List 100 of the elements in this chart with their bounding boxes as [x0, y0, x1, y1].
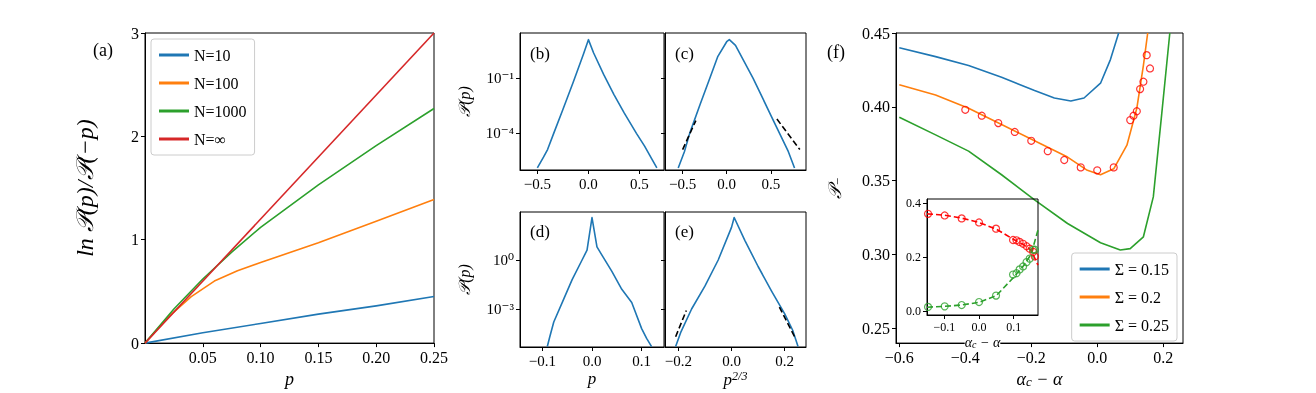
x-tick-label: 0.10	[246, 348, 275, 366]
y-tick-label: 3	[131, 24, 139, 42]
point	[1142, 51, 1151, 60]
y-axis-title: 𝒫(p)	[455, 264, 474, 295]
x-axis-title: αc − α	[964, 334, 1001, 350]
y-tick-label: 0.4	[906, 196, 921, 211]
chart-title: (a)	[93, 40, 113, 61]
x-tick-label: 0.2	[775, 352, 795, 369]
point	[1043, 147, 1052, 156]
text: (e)	[675, 222, 694, 241]
x-tick-label: 0.1	[1006, 320, 1022, 334]
y-axis-title: ln 𝒫(p)/𝒫(−p)	[72, 119, 98, 257]
legend-label: N=1000	[194, 102, 247, 120]
text: (b)	[530, 44, 550, 63]
point	[1025, 254, 1034, 263]
y-axis-title: 𝒫−	[825, 177, 845, 199]
x-tick-label: −0.1	[528, 352, 556, 369]
point	[1012, 236, 1021, 245]
x-tick-label: 0.15	[304, 348, 333, 366]
legend-label: Σ = 0.15	[1114, 260, 1170, 278]
point	[1022, 242, 1031, 251]
y-tick-label: 2	[131, 127, 139, 145]
x-tick-label: −0.1	[933, 320, 956, 334]
line-series	[898, 32, 1149, 176]
point	[1145, 64, 1155, 73]
x-tick-label: 0.0	[582, 352, 602, 369]
point	[994, 118, 1003, 128]
x-tick-label: −0.6	[884, 348, 914, 366]
text: (d)	[530, 222, 550, 241]
x-axis-title: p	[283, 369, 294, 389]
y-tick-label: 0.2	[906, 250, 921, 264]
point	[991, 224, 1001, 233]
point	[974, 218, 984, 227]
point	[1129, 111, 1138, 120]
x-tick-label: −0.5	[523, 175, 551, 192]
point	[1027, 136, 1036, 145]
x-tick-label: −0.2	[1016, 348, 1046, 366]
legend-label: N=100	[194, 74, 239, 92]
point	[940, 302, 949, 311]
x-tick-label: 0.0	[722, 352, 741, 369]
text: (c)	[675, 44, 694, 63]
x-tick-label: 0.5	[761, 175, 781, 192]
line-series	[898, 32, 1171, 251]
x-tick-label: 0.2	[1153, 348, 1174, 366]
point	[1025, 244, 1034, 253]
x-tick-label: 0.5	[630, 175, 649, 192]
point	[1030, 252, 1039, 261]
x-tick-label: −0.2	[664, 352, 692, 369]
x-axis-title: p	[586, 369, 597, 388]
y-tick-label: 10⁰	[492, 252, 514, 268]
y-tick-label: 1	[131, 231, 139, 249]
point	[961, 105, 970, 114]
point	[1018, 262, 1028, 271]
point	[1136, 85, 1145, 94]
x-tick-label: 0.1	[632, 352, 652, 369]
point	[1012, 269, 1021, 278]
point	[940, 211, 949, 220]
point	[1126, 116, 1135, 125]
y-tick-label: 0.35	[862, 172, 890, 190]
point	[1010, 127, 1019, 137]
y-tick-label: 10⁻³	[486, 300, 515, 317]
point	[1008, 235, 1018, 245]
y-tick-label: 0.0	[906, 303, 921, 318]
point	[1093, 166, 1102, 175]
x-axis-title: αc − α	[1016, 369, 1063, 389]
point	[991, 291, 1001, 300]
point	[1060, 155, 1069, 165]
y-axis-title: 𝒫(p)	[455, 86, 474, 117]
legend-label: Σ = 0.2	[1114, 288, 1162, 306]
legend-label: Σ = 0.25	[1114, 316, 1170, 334]
y-tick-label: 0.30	[862, 246, 890, 263]
point	[1022, 258, 1031, 267]
x-tick-label: 0.0	[971, 320, 987, 334]
y-tick-label: 10⁻⁴	[485, 125, 514, 142]
y-tick-label: 0.40	[862, 98, 890, 116]
point	[1132, 107, 1141, 116]
line-series	[898, 32, 1120, 102]
point	[923, 209, 933, 218]
x-tick-label: −0.4	[950, 348, 980, 366]
point	[1076, 163, 1085, 172]
point	[1015, 265, 1024, 274]
x-tick-label: 0.05	[188, 348, 217, 366]
y-tick-label: 0	[131, 334, 139, 352]
point	[923, 302, 933, 312]
point	[1008, 270, 1018, 279]
point	[977, 111, 986, 120]
point	[957, 214, 966, 223]
point	[1139, 77, 1148, 86]
y-tick-label: 10⁻¹	[486, 70, 514, 87]
x-tick-label: −0.5	[669, 175, 697, 192]
legend-label: N=∞	[194, 130, 226, 148]
text: (f)	[827, 42, 845, 63]
x-tick-label: 0.0	[1087, 348, 1108, 366]
x-tick-label: 0.0	[717, 175, 737, 192]
y-tick-label: 0.45	[862, 24, 890, 42]
x-tick-label: 0.0	[579, 175, 598, 192]
point	[1109, 163, 1118, 172]
x-tick-label: 0.25	[420, 348, 448, 366]
point	[1015, 237, 1024, 246]
point	[974, 297, 984, 307]
